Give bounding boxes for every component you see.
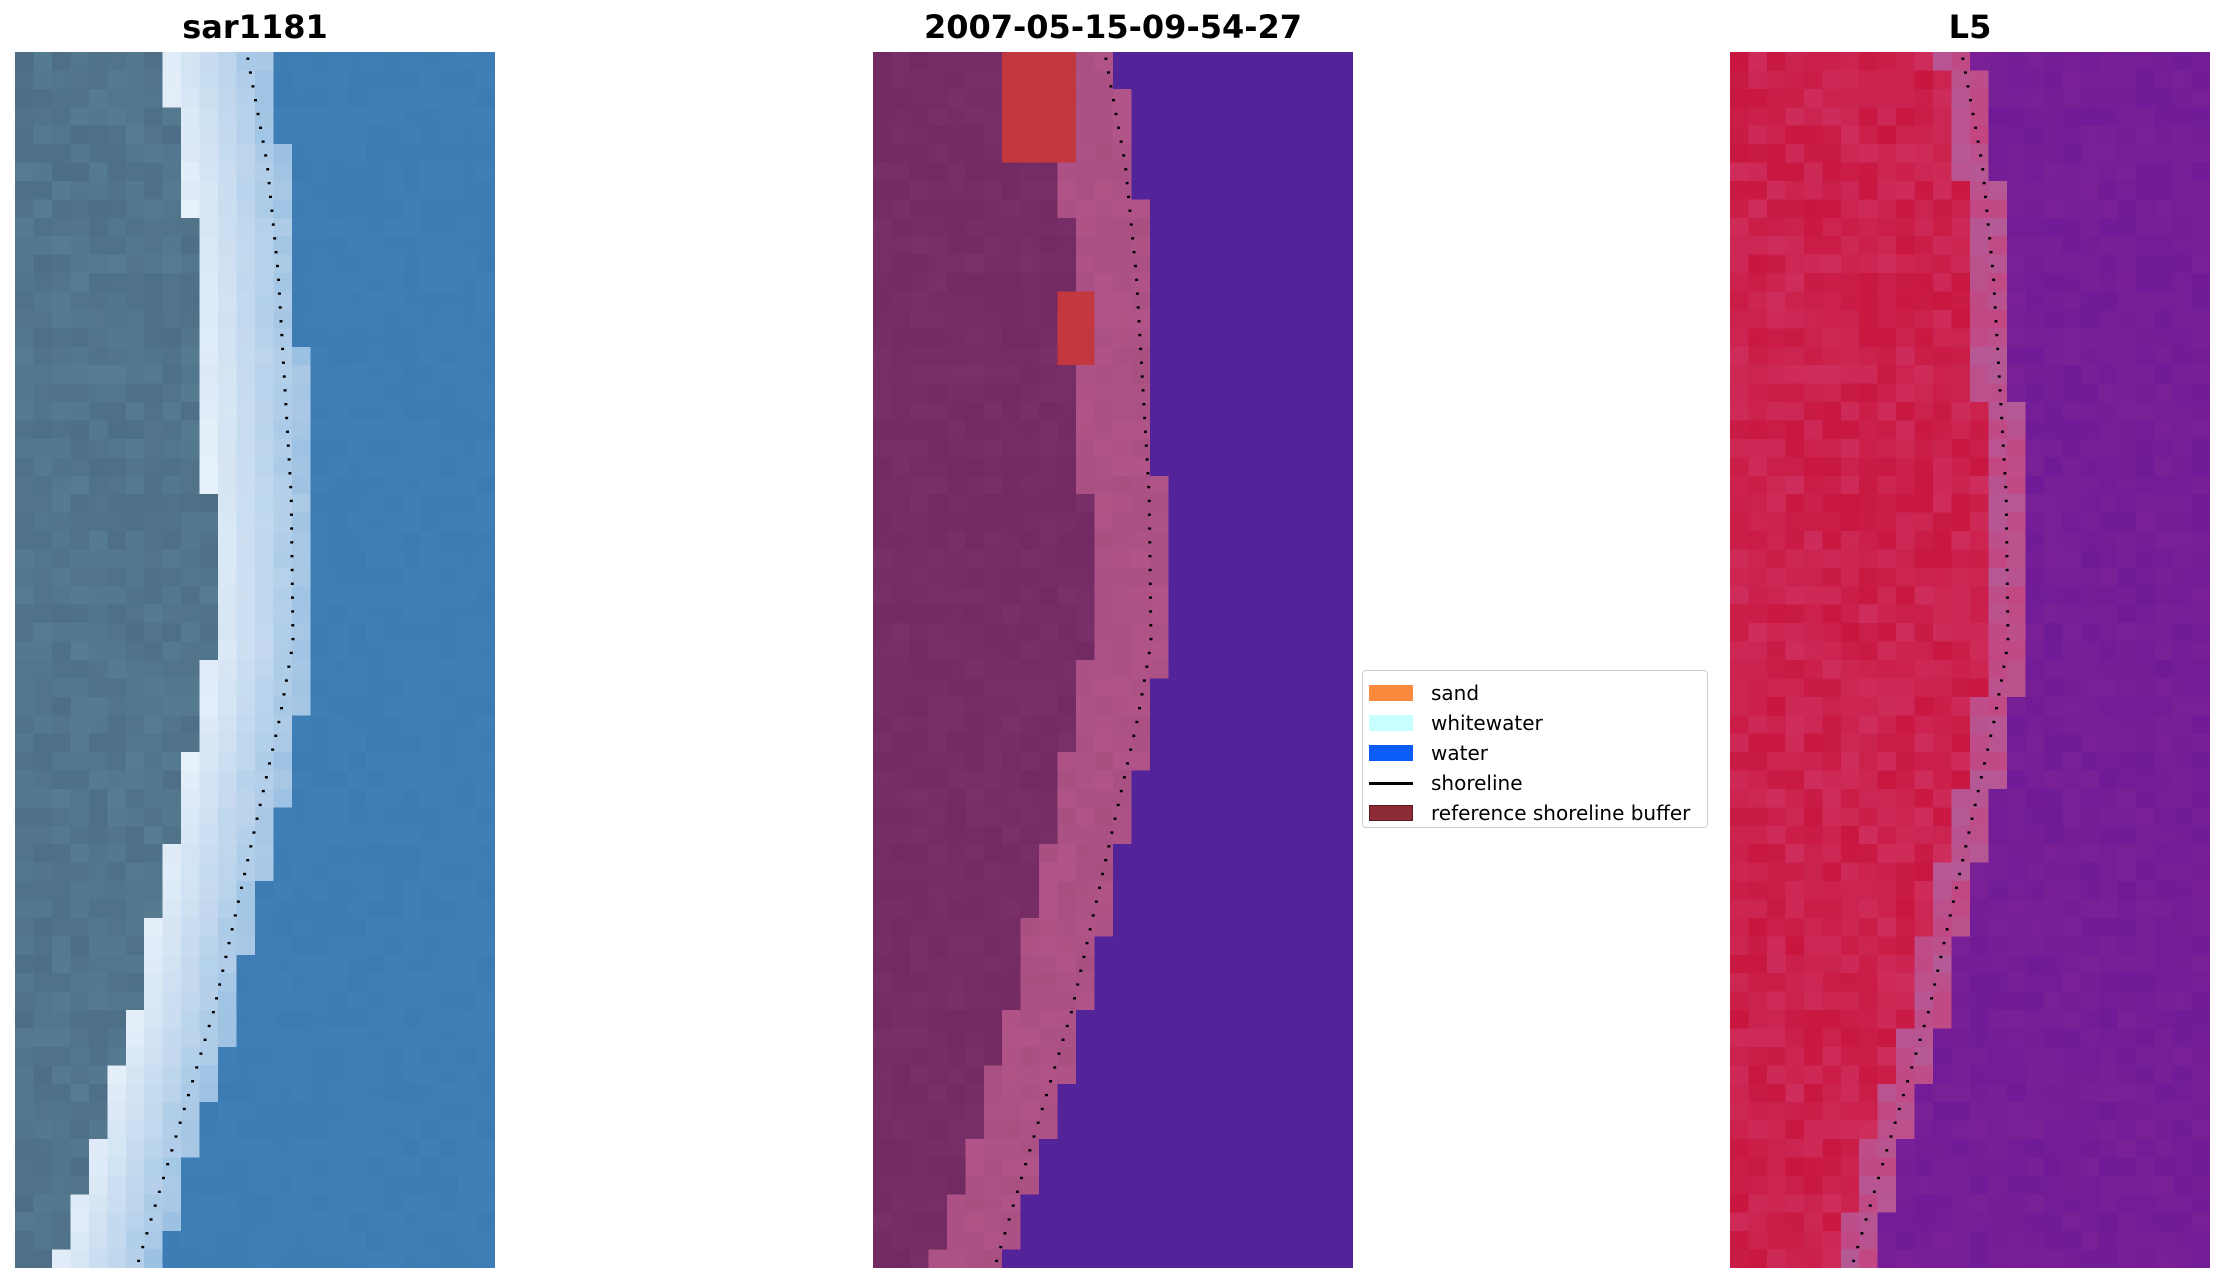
shoreline-line-icon <box>1369 781 1413 785</box>
rgb-satellite-image <box>15 52 495 1268</box>
sand-swatch <box>1369 685 1413 701</box>
panel-title-false-color: L5 <box>1948 8 1992 46</box>
panel-title-classified: 2007-05-15-09-54-27 <box>923 8 1303 46</box>
classified-image <box>873 52 1353 1268</box>
legend-item-shoreline: shoreline <box>1369 768 1707 798</box>
legend-label-water: water <box>1431 741 1488 765</box>
legend-item-water: water <box>1369 738 1707 768</box>
legend-label-whitewater: whitewater <box>1431 711 1543 735</box>
legend-label-reference-buffer: reference shoreline buffer <box>1431 801 1691 825</box>
panel-title-rgb: sar1181 <box>182 8 328 46</box>
false-color-image <box>1730 52 2210 1268</box>
legend-item-whitewater: whitewater <box>1369 708 1707 738</box>
legend-label-shoreline: shoreline <box>1431 771 1523 795</box>
legend-item-sand: sand <box>1369 678 1707 708</box>
legend: sand whitewater water shoreline referenc… <box>1362 670 1708 828</box>
whitewater-swatch <box>1369 715 1413 731</box>
water-swatch <box>1369 745 1413 761</box>
legend-item-reference-buffer: reference shoreline buffer <box>1369 798 1707 828</box>
reference-buffer-swatch <box>1369 805 1413 821</box>
legend-label-sand: sand <box>1431 681 1480 705</box>
